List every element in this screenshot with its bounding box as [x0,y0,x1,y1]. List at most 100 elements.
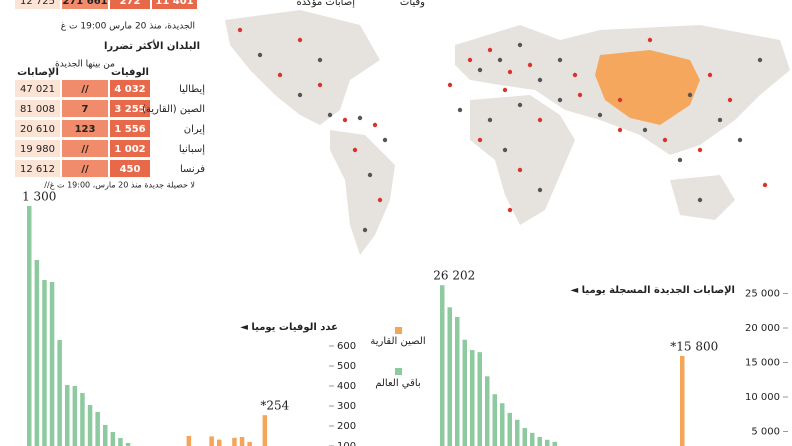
bar [537,437,542,446]
map-dots [237,27,768,233]
map-dot [737,137,743,143]
bar [186,436,192,446]
table-value: // [81,144,89,155]
chart-title: ◄ عدد الوفيات يوميا [240,322,338,333]
table-value: 11 401 [155,0,193,7]
bar [500,403,505,446]
table-cell [110,100,150,117]
table-note: الجديدة، منذ 20 مارس 19:00 ت غ [61,22,195,32]
data-label: *15 800 [670,339,718,353]
table-value: 1 002 [114,144,145,155]
legend-swatch [395,368,402,375]
data-label: *254 [260,399,289,413]
table-value: 123 [75,124,96,135]
table-cell [15,0,60,9]
y-tick-label: 400 [337,381,356,392]
map-dot [477,67,483,73]
map-dot [237,27,243,33]
table-value: 1 556 [114,124,145,135]
table-value: 3 255 [114,104,145,115]
map-dot [597,112,603,118]
bar [34,260,40,446]
table-value: 450 [120,164,141,175]
bar [262,415,268,446]
map-dot [507,69,513,75]
table-cell [62,100,108,117]
legend-label: الصين القارية [370,336,425,347]
bar [447,307,452,446]
y-tick-label: 600 [337,341,356,352]
map-dot [257,52,263,58]
bar [522,428,527,446]
bar [65,385,70,446]
table-value: 81 008 [20,104,55,115]
map-dot [367,172,373,178]
table-value: 4 032 [114,84,145,95]
map-dot [357,115,363,121]
y-tick-label: 20 000 [745,323,780,334]
map-dot [297,92,303,98]
table-cell [15,120,60,137]
table-title: البلدان الأكثر تضررا [104,39,200,52]
table-cell [62,140,108,157]
y-tick-label: 300 [337,401,356,412]
bar [110,432,116,446]
y-tick-label: 15 000 [745,358,780,369]
bar [42,280,47,446]
map-dot [557,97,563,103]
data-label: 26 202 [433,269,475,283]
bar [103,425,108,446]
chart-title: ◄ الإصابات الجديدة المسجلة يوميا [570,285,735,296]
map-dot [537,117,543,123]
map-dot [717,117,723,123]
bar [680,355,685,446]
map-dot [372,122,378,128]
bar [470,350,475,446]
table-value: 20 610 [20,124,55,135]
map-legend-cases: إصابات مؤكدة [296,0,355,8]
legend-swatch [395,327,402,334]
country-name: إيران [184,124,205,135]
y-tick-label: 500 [337,361,356,372]
table-value: 7 [82,104,89,115]
map-dot [507,207,513,213]
map-dot [537,187,543,193]
map-dot [467,57,473,63]
bar [440,285,445,446]
table-cell [62,0,108,9]
map-dot [477,137,483,143]
table-cell [15,100,60,117]
map-dot [687,92,693,98]
map-dot [707,72,713,78]
bar [80,393,85,446]
map-legend-deaths: وفيات [400,0,425,8]
map-dot [447,82,453,88]
header: من بينها الجديدة [55,60,115,70]
table: 12 725 271 661 272 11 401 الجديدة، منذ 20 ما… [15,0,205,190]
table-value: 19 980 [20,144,55,155]
bar [57,340,62,446]
data-label: 1 300 [22,190,56,204]
y-tick-label: 25 000 [745,289,780,300]
map-dot [502,87,508,93]
table-footnote: //لا حصيلة جديدة منذ 20 مارس، 19:00 ت غ [44,181,195,190]
table-cell [110,140,150,157]
map-dot [662,137,668,143]
map-dot [487,47,493,53]
map-dot [697,147,703,153]
bar [515,419,520,446]
table-cell [152,0,197,9]
bar [209,436,214,446]
bar [72,386,78,446]
map-dot [327,112,333,118]
header: الإصابات [17,67,59,78]
country-name: فرنسا [180,164,205,175]
table-cell [15,140,60,157]
bar [530,432,535,446]
table-value: // [81,84,89,95]
header: الوفيات [111,67,149,78]
table-value: 272 [120,0,141,7]
map-dot [517,102,523,108]
map-dot [517,167,523,173]
